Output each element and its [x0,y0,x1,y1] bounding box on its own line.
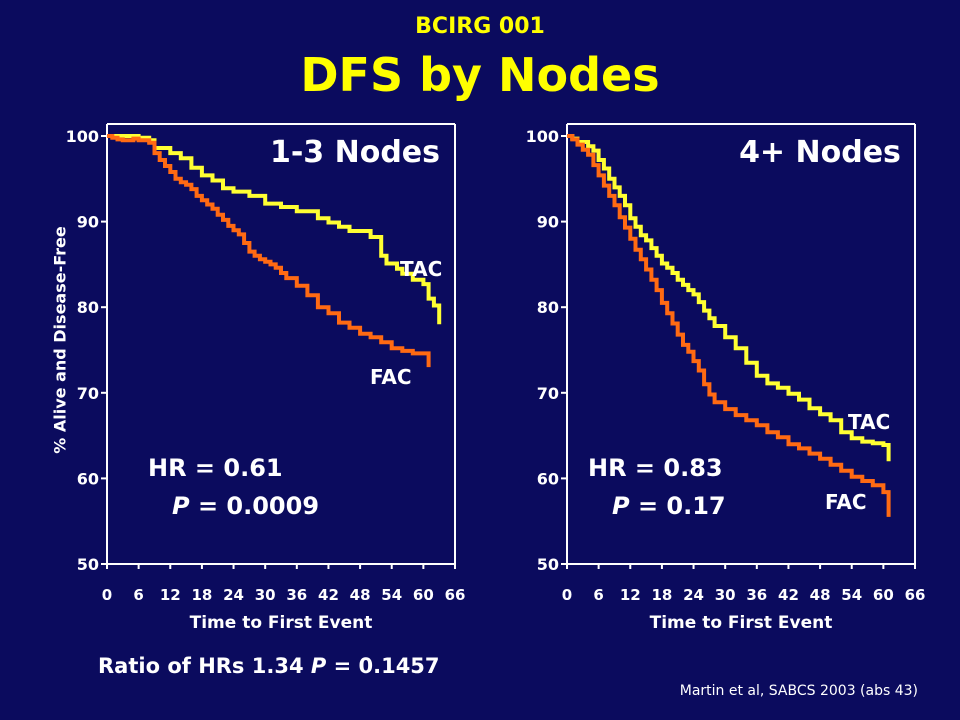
x-tick-label: 6 [593,586,603,604]
y-tick-label: 60 [77,469,99,488]
series-label-fac: FAC [370,365,412,389]
series-line-tac [107,134,442,325]
x-tick-label: 18 [191,586,212,604]
y-tick-label: 80 [77,298,99,317]
x-tick-label: 30 [255,586,276,604]
y-tick-label: 50 [537,555,559,574]
p-value: = 0.17 [630,492,726,520]
series-label-tac: TAC [848,410,890,434]
x-tick-label: 42 [318,586,339,604]
chart-1-3-nodes: 50 60 70 80 90 100 0 6 12 18 24 30 36 42 48 54 60 66 Time … [66,123,466,633]
x-tick-label: 54 [381,586,402,604]
x-tick-label: 6 [133,586,143,604]
x-tick-label: 30 [715,586,736,604]
y-tick-label: 90 [77,213,99,232]
y-tick-label: 70 [77,384,99,403]
x-tick-label: 42 [778,586,799,604]
chart-4plus-nodes: 50 60 70 80 90 100 0 6 12 18 24 30 36 42 48 54 60 66 Time … [526,123,926,633]
x-tick-label: 24 [683,586,704,604]
p-value-text: P = 0.0009 [172,492,319,520]
series-line-tac [567,134,891,462]
x-tick-label: 66 [445,586,466,604]
y-tick-label: 50 [77,555,99,574]
x-tick-label: 66 [905,586,926,604]
x-axis-label: Time to First Event [190,613,373,633]
x-tick-label: 0 [102,586,112,604]
x-tick-label: 0 [562,586,572,604]
citation: Martin et al, SABCS 2003 (abs 43) [679,683,918,699]
hr-ratio-note: Ratio of HRs 1.34 P = 0.1457 [98,654,440,678]
x-axis-label: Time to First Event [650,613,833,633]
y-tick-label: 80 [537,298,559,317]
p-value-text: P = 0.17 [612,492,726,520]
x-tick-label: 24 [223,586,244,604]
series-label-fac: FAC [825,490,867,514]
x-tick-label: 36 [746,586,767,604]
x-tick-label: 12 [160,586,181,604]
panel-title: 1-3 Nodes [270,135,440,170]
ratio-p-label: P [310,654,327,678]
y-tick-label: 70 [537,384,559,403]
ratio-prefix: Ratio of HRs 1.34 [98,654,311,678]
p-value: = 0.0009 [190,492,319,520]
x-tick-label: 54 [841,586,862,604]
x-tick-label: 48 [350,586,371,604]
series-label-tac: TAC [400,257,442,281]
slide-subtitle: BCIRG 001 [415,14,545,39]
x-tick-label: 36 [286,586,307,604]
hazard-ratio-text: HR = 0.61 [148,454,283,482]
x-tick-label: 18 [651,586,672,604]
x-tick-label: 60 [873,586,894,604]
series-line-fac [107,134,431,368]
series-line-fac [567,134,891,517]
x-tick-label: 12 [620,586,641,604]
y-tick-label: 100 [66,127,99,146]
p-label: P [612,492,630,520]
y-tick-label: 90 [537,213,559,232]
p-label: P [172,492,190,520]
y-tick-label: 60 [537,469,559,488]
x-tick-label: 48 [810,586,831,604]
hazard-ratio-text: HR = 0.83 [588,454,723,482]
panel-title: 4+ Nodes [739,135,901,170]
y-tick-label: 100 [526,127,559,146]
ratio-suffix: = 0.1457 [326,654,440,678]
slide-title: DFS by Nodes [300,48,660,102]
x-tick-label: 60 [413,586,434,604]
